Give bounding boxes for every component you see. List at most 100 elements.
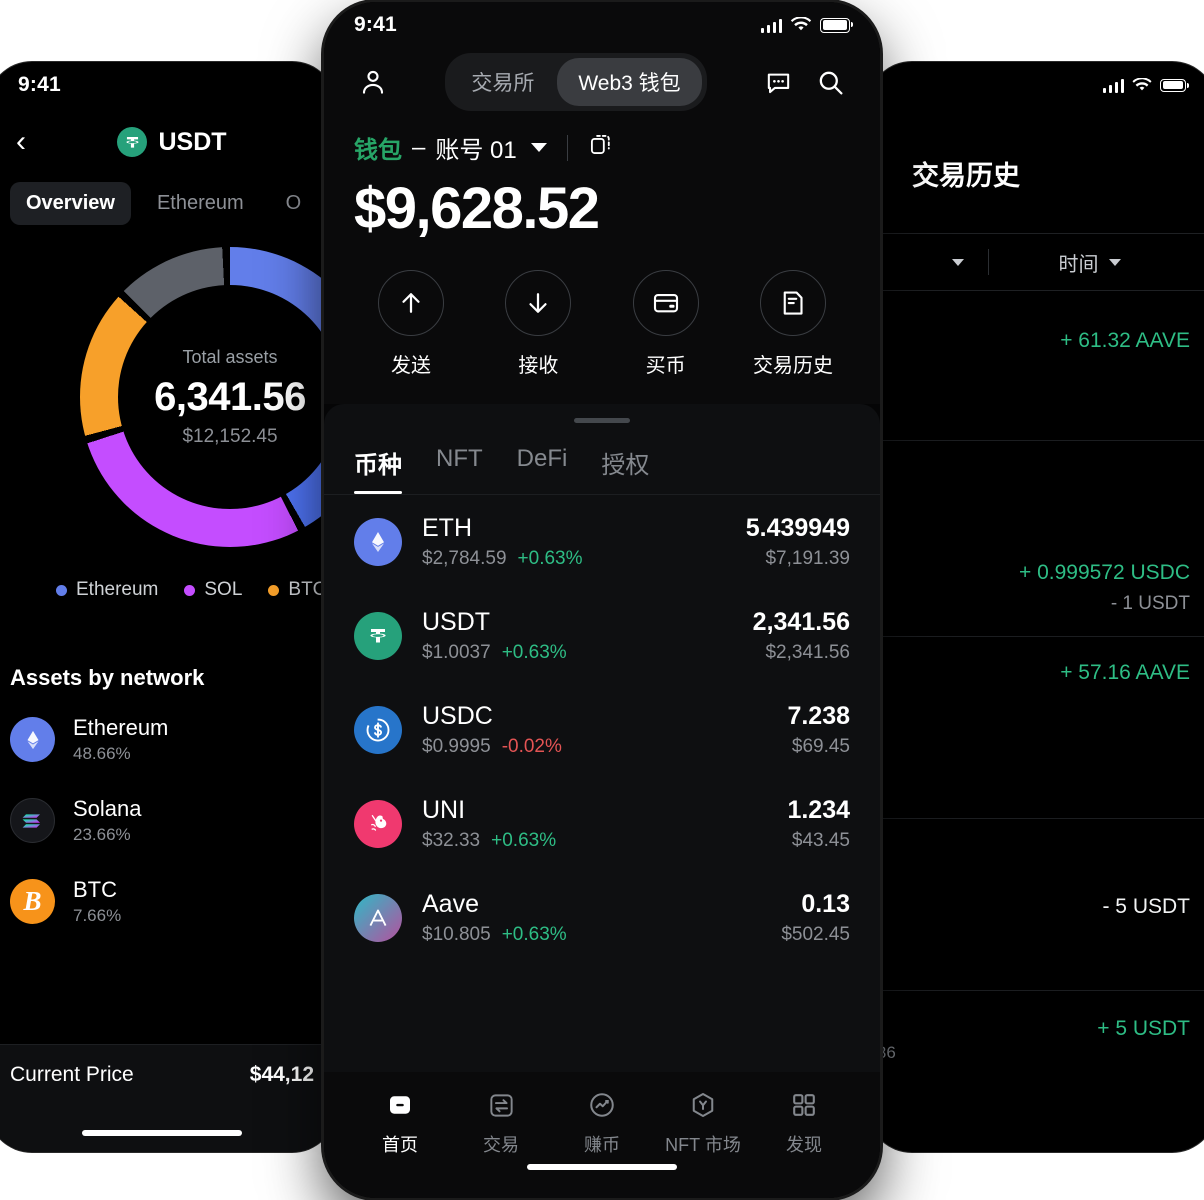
left-nav-bar: ‹ USDT (0, 108, 336, 176)
nav-label: 首页 (382, 1135, 418, 1155)
sheet-drag-handle[interactable] (574, 418, 630, 423)
nav-item-discover[interactable]: 发现 (762, 1088, 846, 1164)
document-icon (759, 270, 826, 336)
person-icon[interactable] (354, 63, 392, 101)
table-row[interactable]: - 5 USDT 0a (868, 819, 1204, 991)
earn-icon (587, 1088, 617, 1122)
nav-item-trade[interactable]: 交易 (459, 1088, 543, 1164)
filter-left[interactable] (868, 258, 964, 266)
front-phone-web3-wallet: 9:41 (324, 2, 880, 1198)
left-phone-screen: 9:41 ‹ USDT Overview Ethereum O (0, 62, 336, 1152)
home-indicator (82, 1130, 242, 1136)
token-symbol: ETH (422, 514, 472, 542)
token-price: $2,784.59 (422, 548, 507, 569)
search-icon[interactable] (812, 63, 850, 101)
token-change: +0.63% (517, 548, 583, 569)
account-selector[interactable]: 钱包 – 账号 01 (324, 110, 880, 165)
list-item[interactable]: USDC $0.9995 -0.02% 7.238 $69.45 (324, 683, 880, 777)
card-glyph (653, 293, 678, 313)
swap-icon (487, 1088, 516, 1122)
document-glyph (783, 291, 803, 315)
token-price-row: $32.33 +0.63% (422, 830, 767, 852)
table-row[interactable]: C + 0.999572 USDC - 1 USDT (868, 441, 1204, 637)
page-title-text: USDT (158, 127, 227, 156)
token-quantity: 7.238 (787, 702, 850, 730)
filter-time-label: 时间 (1058, 253, 1099, 276)
donut-center-value: 6,341.56 (154, 374, 306, 419)
table-row[interactable]: + 61.32 AAVE ) (868, 291, 1204, 441)
chevron-left-icon[interactable]: ‹ (16, 125, 26, 158)
nft-icon (688, 1088, 718, 1122)
arrow-up-icon (378, 270, 444, 336)
discover-icon (790, 1088, 818, 1122)
nav-item-home[interactable]: 首页 (358, 1088, 442, 1164)
tab-coins[interactable]: 币种 (354, 445, 402, 494)
right-phone-screen: 交易历史 时间 + 61.32 AAVE ) C + (868, 62, 1204, 1152)
action-send[interactable]: 发送 (364, 270, 458, 378)
tab-defi[interactable]: DeFi (516, 445, 568, 472)
tab-other[interactable]: O (285, 192, 302, 214)
token-symbol: Aave (422, 890, 479, 918)
donut-legend: Ethereum SOL BTC (0, 569, 336, 601)
token-holdings: 1.234 $43.45 (787, 796, 850, 852)
network-row-btc[interactable]: B BTC 7.66% (0, 861, 336, 942)
segment-web3-wallet[interactable]: Web3 钱包 (557, 58, 702, 106)
nav-label: NFT 市场 (665, 1135, 741, 1155)
segment-exchange[interactable]: 交易所 (471, 72, 535, 95)
token-info: Aave $10.805 +0.63% (422, 890, 761, 946)
action-transaction-history[interactable]: 交易历史 (746, 270, 840, 378)
token-price-row: $0.9995 -0.02% (422, 736, 767, 758)
action-label: 发送 (391, 355, 431, 377)
table-row[interactable]: + 57.16 AAVE (868, 637, 1204, 819)
tab-nft[interactable]: NFT (436, 445, 483, 472)
left-footer-bar: Current Price $44,12 (0, 1044, 336, 1152)
network-pct: 23.66% (73, 825, 131, 844)
list-item[interactable]: Aave $10.805 +0.63% 0.13 $502.45 (324, 871, 880, 965)
action-buy-crypto[interactable]: 买币 (619, 270, 713, 378)
network-info-btc: BTC 7.66% (73, 877, 121, 926)
tx-amount: + 57.16 AAVE (1060, 661, 1190, 684)
action-receive[interactable]: 接收 (491, 270, 585, 378)
home-icon (385, 1088, 415, 1122)
home-indicator-region (324, 1164, 880, 1198)
chat-icon[interactable] (760, 63, 798, 101)
tx-subamount: - 1 USDT (1110, 593, 1190, 614)
wallet-balance: $9,628.52 (354, 176, 600, 241)
nav-item-nft-market[interactable]: NFT 市场 (661, 1088, 745, 1164)
table-row[interactable]: + 5 USDT ba86 (868, 991, 1204, 1141)
mode-segmented-control: 交易所 Web3 钱包 (445, 53, 707, 111)
list-item[interactable]: ETH $2,784.59 +0.63% 5.439949 $7,191.39 (324, 495, 880, 589)
tx-amount: + 5 USDT (1097, 1017, 1190, 1040)
network-row-ethereum[interactable]: Ethereum 48.66% (0, 699, 336, 780)
network-row-solana[interactable]: Solana 23.66% (0, 780, 336, 861)
list-item[interactable]: USDT $1.0037 +0.63% 2,341.56 $2,341.56 (324, 589, 880, 683)
aave-glyph (369, 909, 387, 926)
legend-dot-btc (268, 584, 280, 596)
arrow-up-glyph (402, 293, 420, 313)
token-info: UNI $32.33 +0.63% (422, 796, 767, 852)
legend-label-btc: BTC (288, 579, 327, 600)
tab-ethereum[interactable]: Ethereum (156, 192, 244, 214)
left-status-bar: 9:41 (0, 62, 336, 108)
copy-glyph (590, 134, 610, 154)
filter-time[interactable]: 时间 (989, 248, 1190, 277)
right-phone-transaction-history: 交易历史 时间 + 61.32 AAVE ) C + (868, 62, 1204, 1152)
ethereum-icon (354, 518, 402, 566)
token-info: ETH $2,784.59 +0.63% (422, 514, 726, 570)
wallet-top-bar: 交易所 Web3 钱包 (324, 48, 880, 111)
token-price-row: $2,784.59 +0.63% (422, 548, 726, 570)
current-price-label: Current Price (10, 1063, 134, 1086)
action-label: 买币 (645, 355, 686, 377)
list-item[interactable]: UNI $32.33 +0.63% 1.234 $43.45 (324, 777, 880, 871)
tab-approvals[interactable]: 授权 (601, 452, 650, 479)
left-tab-strip: Overview Ethereum O (0, 176, 336, 225)
tab-overview[interactable]: Overview (10, 182, 131, 225)
wallet-actions: 发送 接收 (324, 242, 880, 404)
token-usd-value: $43.45 (791, 830, 850, 851)
tether-glyph (126, 136, 139, 148)
nav-item-earn[interactable]: 赚币 (560, 1088, 644, 1164)
copy-icon[interactable] (588, 132, 614, 163)
donut-center: Total assets 6,341.56 $12,152.45 (80, 247, 336, 547)
ethereum-glyph (372, 532, 384, 552)
token-change: +0.63% (491, 830, 557, 851)
